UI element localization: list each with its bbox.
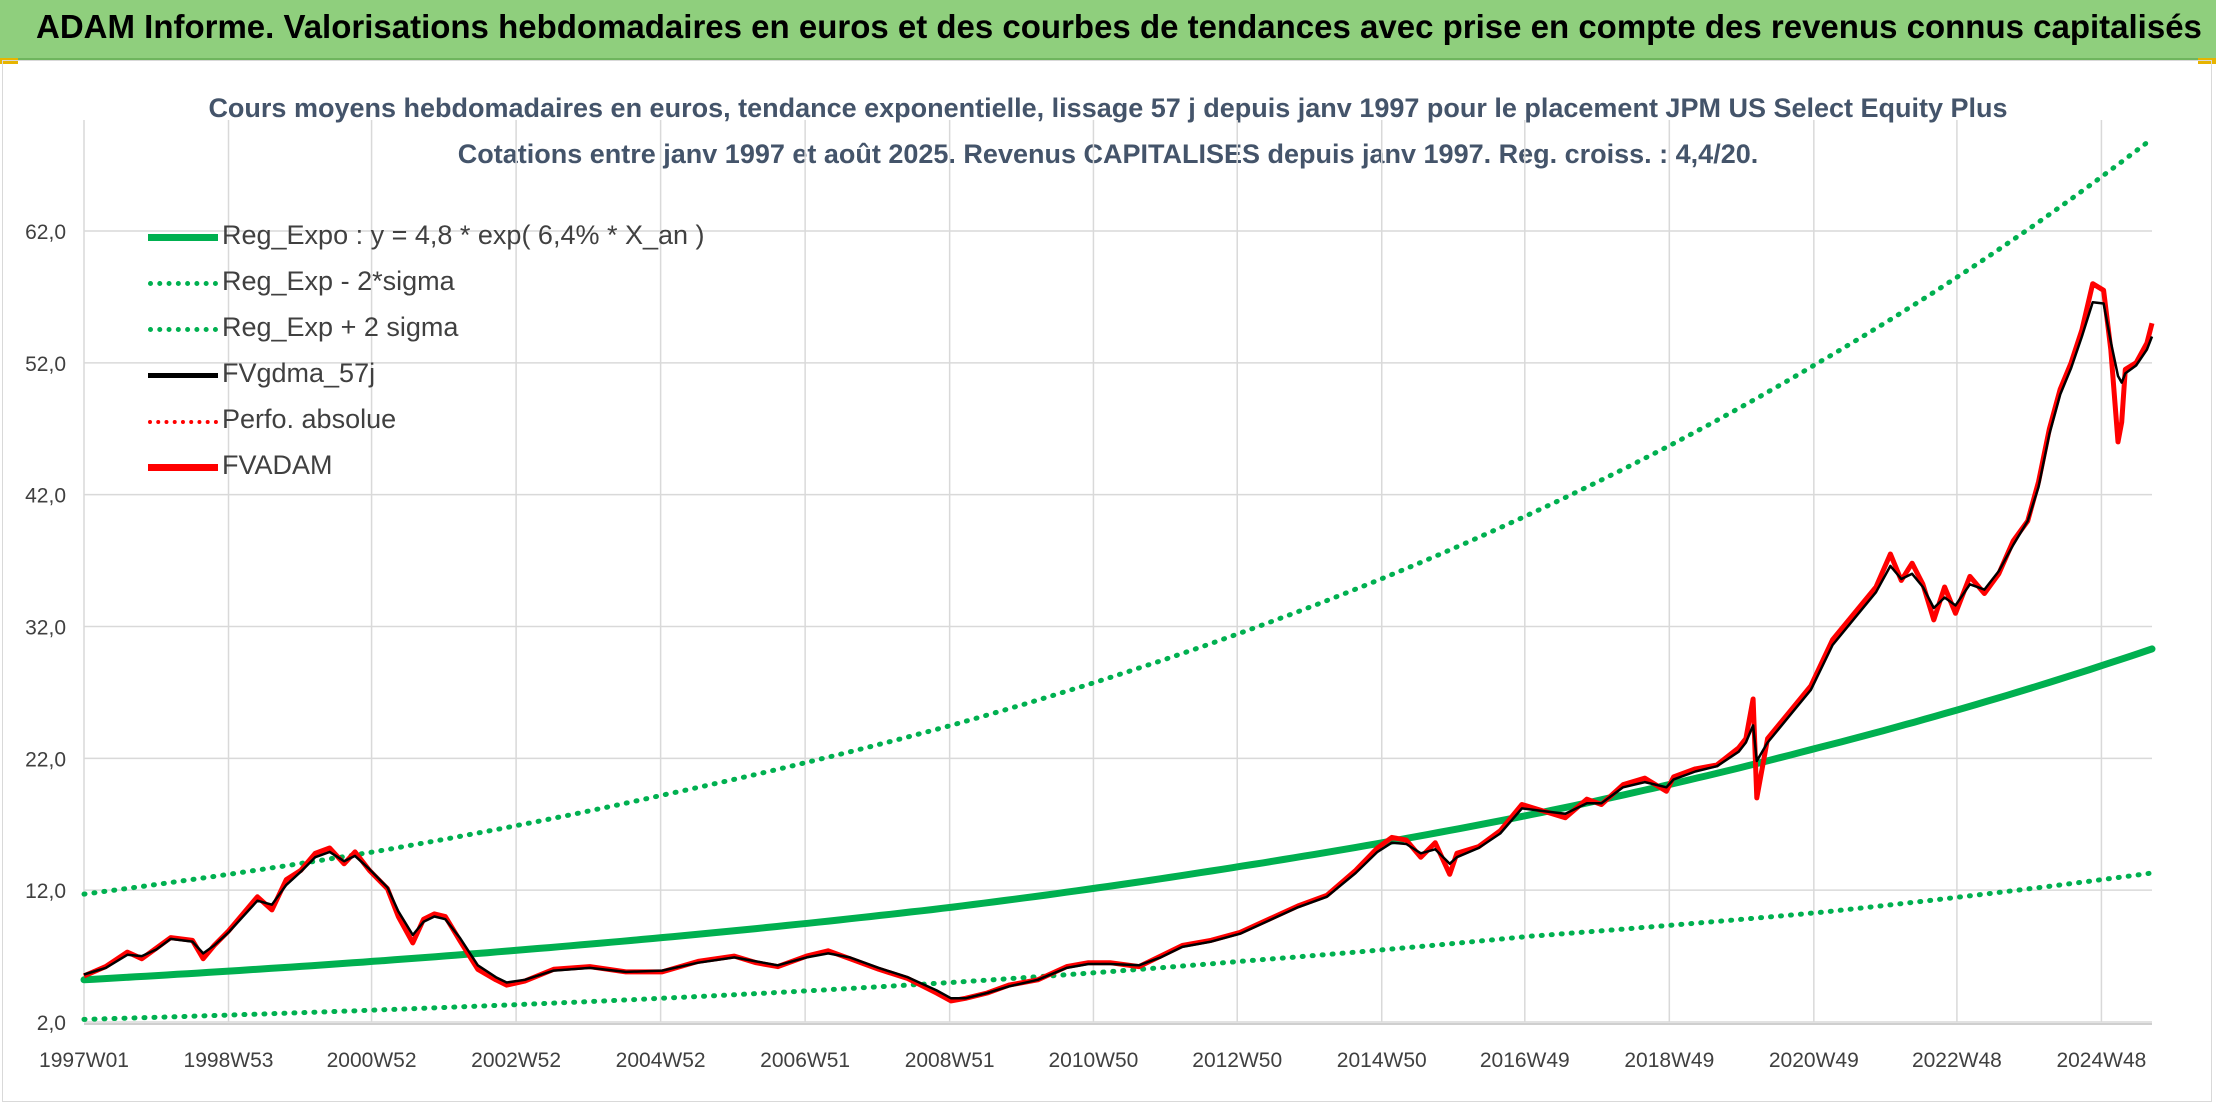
series-lines <box>80 136 2156 1022</box>
legend-swatch-dotted-green <box>148 281 218 286</box>
legend-item-perfo-absolue: Perfo. absolue <box>148 400 708 446</box>
legend-swatch-dotted-green <box>148 327 218 332</box>
x-tick-label: 2024W48 <box>2056 1049 2146 1072</box>
x-tick-label: 1998W53 <box>184 1049 274 1072</box>
legend-label: Perfo. absolue <box>222 404 397 434</box>
legend-item-reg-expo: Reg_Expo : y = 4,8 * exp( 6,4% * X_an ) <box>148 216 708 262</box>
x-tick-label: 2016W49 <box>1480 1049 1570 1072</box>
y-tick-label: 2,0 <box>37 1012 66 1035</box>
corner-marker-left <box>0 58 18 64</box>
legend-swatch-dotted-red <box>148 420 218 424</box>
grid-lines <box>83 120 2152 1023</box>
x-tick-label: 2000W52 <box>327 1049 417 1072</box>
x-axis: 1997W01 1998W53 2000W52 2002W52 2004W52 2006W… <box>39 1023 2152 1072</box>
reg-exp-plus-2sigma-line <box>81 136 2155 897</box>
x-tick-label: 2014W50 <box>1337 1049 1427 1072</box>
legend-label: FVADAM <box>222 450 333 480</box>
x-tick-label: 2006W51 <box>760 1049 850 1072</box>
legend-swatch-solid-red <box>148 464 218 471</box>
chart-title: Cours moyens hebdomadaires en euros, ten… <box>208 93 2008 123</box>
legend-label: FVgdma_57j <box>222 358 376 388</box>
y-tick-label: 22,0 <box>25 748 66 771</box>
x-tick-label: 2018W49 <box>1624 1049 1714 1072</box>
legend-item-fvgdma: FVgdma_57j <box>148 354 708 400</box>
legend-swatch-solid-green <box>148 234 218 241</box>
x-tick-label: 2012W50 <box>1192 1049 1282 1072</box>
x-tick-label: 2020W49 <box>1769 1049 1859 1072</box>
y-tick-label: 62,0 <box>25 221 66 244</box>
y-tick-label: 12,0 <box>25 880 66 903</box>
reg-expo-line <box>80 645 2156 984</box>
x-tick-label: 2002W52 <box>471 1049 561 1072</box>
legend-item-reg-plus-2sigma: Reg_Exp + 2 sigma <box>148 308 708 354</box>
report-title: ADAM Informe. Valorisations hebdomadaire… <box>36 8 2202 45</box>
fvgdma-57j-line <box>83 300 2154 1000</box>
chart-frame <box>2 60 2212 1102</box>
reg-exp-minus-2sigma-line <box>81 870 2155 1022</box>
report-header-bar: ADAM Informe. Valorisations hebdomadaire… <box>0 0 2216 60</box>
x-tick-label: 2008W51 <box>905 1049 995 1072</box>
legend-item-reg-minus-2sigma: Reg_Exp - 2*sigma <box>148 262 708 308</box>
x-tick-label: 2004W52 <box>616 1049 706 1072</box>
legend-item-fvadam: FVADAM <box>148 446 708 492</box>
y-tick-label: 32,0 <box>25 617 66 640</box>
x-tick-label: 1997W01 <box>39 1049 129 1072</box>
legend-swatch-black <box>148 373 218 378</box>
chart-subtitle: Cotations entre janv 1997 et août 2025. … <box>457 139 1759 169</box>
legend-label: Reg_Exp - 2*sigma <box>222 266 455 296</box>
y-tick-label: 42,0 <box>25 485 66 508</box>
y-tick-label: 52,0 <box>25 353 66 376</box>
x-tick-label: 2022W48 <box>1912 1049 2002 1072</box>
corner-marker-right <box>2198 58 2216 64</box>
x-tick-label: 2010W50 <box>1048 1049 1138 1072</box>
legend-label: Reg_Expo : y = 4,8 * exp( 6,4% * X_an ) <box>222 220 705 250</box>
y-axis: 2,0 12,0 22,0 32,0 42,0 52,0 62,0 <box>25 221 66 1035</box>
legend-label: Reg_Exp + 2 sigma <box>222 312 459 342</box>
